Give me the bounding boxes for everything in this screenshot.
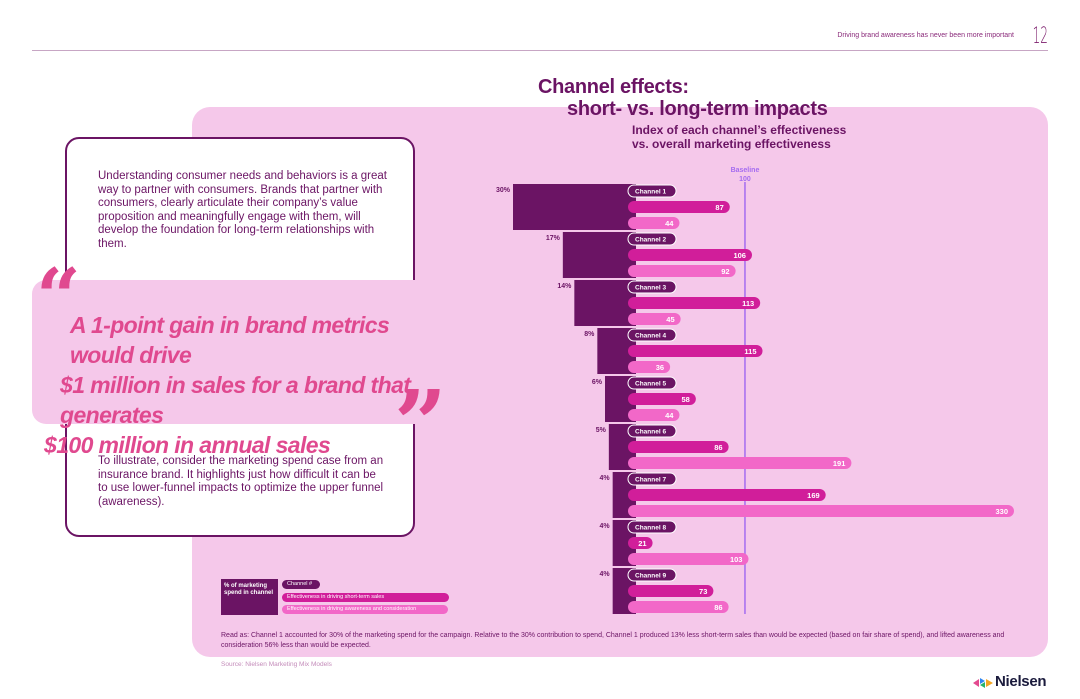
channel-label: Channel 7 [635, 477, 666, 484]
chart-subtitle: Index of each channel’s effectiveness vs… [632, 123, 846, 151]
spend-label: 17% [546, 235, 561, 242]
long-term-value: 44 [665, 219, 674, 228]
spend-label: 14% [557, 283, 572, 290]
pull-quote-line1: A 1-point gain in brand metrics would dr… [70, 312, 390, 368]
long-term-value: 103 [730, 555, 743, 564]
long-term-bar [628, 457, 852, 469]
long-term-value: 36 [656, 363, 664, 372]
long-term-bar [628, 265, 736, 277]
chart-title-line2: short- vs. long-term impacts [567, 98, 828, 120]
long-term-value: 330 [995, 507, 1008, 516]
channel-label: Channel 9 [635, 573, 666, 580]
channel-pill [627, 424, 677, 438]
long-term-bar [628, 601, 729, 613]
spend-bar [513, 184, 636, 230]
legend-channel: Channel # [282, 580, 320, 589]
channel-label: Channel 2 [635, 237, 666, 244]
spend-bar [562, 232, 636, 278]
nielsen-logo-text: Nielsen [995, 673, 1047, 690]
channel-label: Channel 1 [635, 189, 666, 196]
pull-quote: A 1-point gain in brand metrics would dr… [44, 310, 442, 460]
chart-title: Channel effects: short- vs. long-term im… [538, 76, 828, 120]
chart-subtitle-line2: vs. overall marketing effectiveness [632, 137, 831, 151]
source-note: Source: Nielsen Marketing Mix Models [221, 661, 332, 668]
short-term-bar [628, 201, 730, 213]
long-term-value: 191 [833, 459, 846, 468]
legend-spend: % of marketing spend in channel [221, 579, 278, 615]
long-term-bar [628, 217, 680, 229]
long-term-bar [628, 313, 681, 325]
channel-pill [627, 520, 677, 534]
baseline-value: 100 [739, 176, 751, 183]
short-term-bar [628, 249, 752, 261]
long-term-bar [628, 553, 749, 565]
long-term-bar [628, 505, 1014, 517]
short-term-value: 58 [681, 395, 689, 404]
read-as-note: Read as: Channel 1 accounted for 30% of … [221, 632, 1005, 649]
long-term-bar [628, 361, 671, 373]
channel-pill [627, 280, 677, 294]
spend-label: 4% [600, 571, 611, 578]
channel-pill [627, 184, 677, 198]
chart-title-line1: Channel effects: [538, 76, 689, 98]
short-term-bar [628, 585, 714, 597]
channel-pill [627, 232, 677, 246]
nielsen-logo-icon [973, 678, 993, 688]
channel-pill [627, 328, 677, 342]
channel-pill [627, 568, 677, 582]
short-term-value: 169 [807, 491, 820, 500]
short-term-bar [628, 489, 826, 501]
spend-label: 30% [496, 187, 511, 194]
long-term-value: 86 [714, 603, 722, 612]
intro-paragraph: Understanding consumer needs and behavio… [98, 170, 387, 250]
baseline-label: Baseline [731, 167, 760, 174]
spend-label: 6% [592, 379, 603, 386]
channel-label: Channel 4 [635, 333, 666, 340]
short-term-value: 73 [699, 587, 707, 596]
short-term-bar [628, 393, 696, 405]
quote-box [32, 280, 451, 424]
legend-long-term: Effectiveness in driving awareness and c… [282, 605, 448, 614]
short-term-value: 115 [744, 347, 756, 356]
short-term-value: 87 [715, 203, 723, 212]
long-term-value: 45 [666, 315, 674, 324]
long-term-value: 92 [721, 267, 729, 276]
header-divider [32, 50, 1048, 51]
running-title: Driving brand awareness has never been m… [837, 32, 1014, 39]
chart-subtitle-line1: Index of each channel’s effectiveness [632, 123, 847, 137]
illustrate-paragraph: To illustrate, consider the marketing sp… [98, 455, 384, 508]
channel-pill [627, 472, 677, 486]
long-term-bar [628, 409, 680, 421]
spend-bar [574, 280, 636, 326]
short-term-bar [628, 297, 761, 309]
long-term-value: 44 [665, 411, 674, 420]
channel-label: Channel 6 [635, 429, 666, 436]
short-term-value: 86 [714, 443, 722, 452]
channel-label: Channel 3 [635, 285, 666, 292]
open-quote-icon: “ [36, 252, 81, 343]
page-number: 12 [1032, 24, 1048, 49]
channel-pill [627, 376, 677, 390]
legend-short-term: Effectiveness in driving short-term sale… [282, 593, 449, 602]
pull-quote-line2: $1 million in sales for a brand that gen… [60, 372, 411, 428]
short-term-bar [628, 537, 653, 549]
short-term-value: 113 [742, 299, 754, 308]
spend-label: 5% [596, 427, 607, 434]
spend-label: 8% [584, 331, 595, 338]
short-term-bar [628, 345, 763, 357]
close-quote-icon: ” [394, 370, 447, 478]
short-term-value: 21 [638, 539, 646, 548]
short-term-bar [628, 441, 729, 453]
spend-label: 4% [600, 523, 611, 530]
short-term-value: 106 [733, 251, 746, 260]
channel-label: Channel 8 [635, 525, 666, 532]
pull-quote-line3: $100 million in annual sales [44, 432, 331, 458]
spend-label: 4% [600, 475, 611, 482]
channel-label: Channel 5 [635, 381, 666, 388]
